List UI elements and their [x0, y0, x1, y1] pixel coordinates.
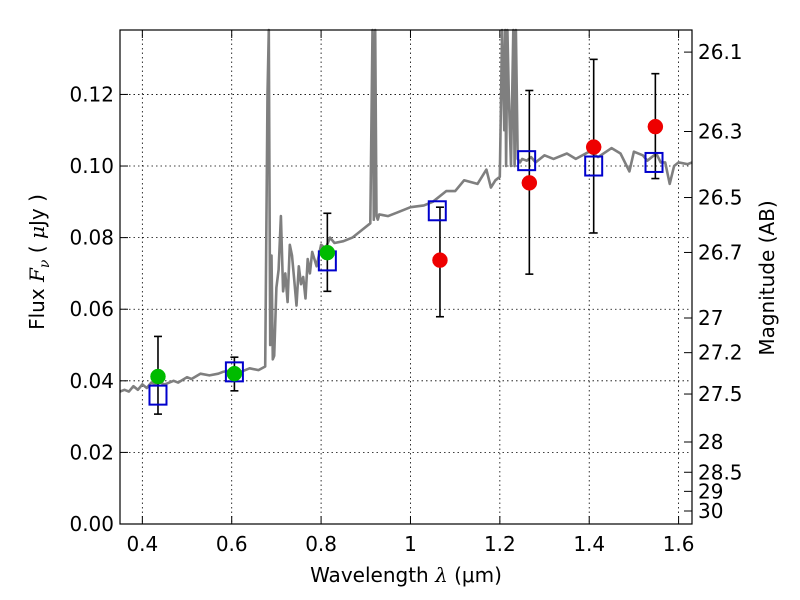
x-axis-label: Wavelength λ (μm)	[310, 563, 502, 587]
error-bars	[153, 58, 660, 415]
model-square	[148, 384, 168, 406]
x-tick-label: 0.4	[126, 532, 158, 556]
model-spectrum	[119, 28, 693, 393]
red-point	[647, 118, 664, 135]
spectrum-line	[119, 28, 693, 393]
y2-tick-label: 26.1	[698, 40, 743, 64]
y2-tick-label: 30	[698, 499, 723, 523]
tick-labels: 0.4 0.6 0.8 1 1.2 1.4 1.6 0.00 0.02 0.04 0.06 0.08 0…	[69, 40, 742, 556]
red-point	[521, 175, 538, 191]
y2-tick-label: 26.3	[698, 119, 743, 143]
model-square	[427, 200, 447, 222]
y2-axis-label: Magnitude (AB)	[755, 200, 779, 355]
y2-tick-label: 27.5	[698, 382, 743, 406]
red-point	[585, 139, 602, 155]
x-tick-label: 0.8	[305, 532, 337, 556]
x-tick-label: 1	[404, 532, 417, 556]
y-tick-label: 0.12	[69, 82, 114, 106]
y-tick-label: 0.10	[69, 154, 114, 178]
y2-tick-label: 29	[698, 479, 723, 503]
y-tick-label: 0.00	[69, 512, 114, 536]
plot-frame	[119, 29, 693, 525]
y-axis-label: Flux Fν ( μJy )	[25, 194, 53, 330]
y2-tick-label: 27.2	[698, 341, 743, 365]
model-square	[644, 151, 664, 173]
y2-tick-label: 26.5	[698, 186, 743, 210]
model-square	[584, 155, 604, 177]
y2-tick-label: 28	[698, 430, 723, 454]
red-point	[432, 252, 448, 268]
y2-tick-label: 26.7	[698, 240, 743, 264]
x-tick-label: 1.4	[573, 532, 605, 556]
grid-lines	[120, 30, 692, 524]
green-point	[226, 365, 243, 382]
y-tick-label: 0.04	[69, 369, 114, 393]
green-point	[150, 368, 166, 385]
data-markers	[148, 118, 664, 406]
y-tick-label: 0.02	[69, 440, 114, 464]
y-tick-label: 0.06	[69, 297, 114, 321]
x-tick-label: 1.2	[484, 532, 516, 556]
y2-tick-label: 27	[698, 306, 723, 330]
green-point	[319, 244, 336, 261]
y-tick-label: 0.08	[69, 226, 114, 250]
axis-ticks	[120, 30, 692, 525]
y2-tick-label: 28.5	[698, 460, 743, 484]
x-tick-label: 1.6	[663, 532, 695, 556]
model-square	[517, 150, 537, 172]
x-tick-label: 0.6	[216, 532, 248, 556]
